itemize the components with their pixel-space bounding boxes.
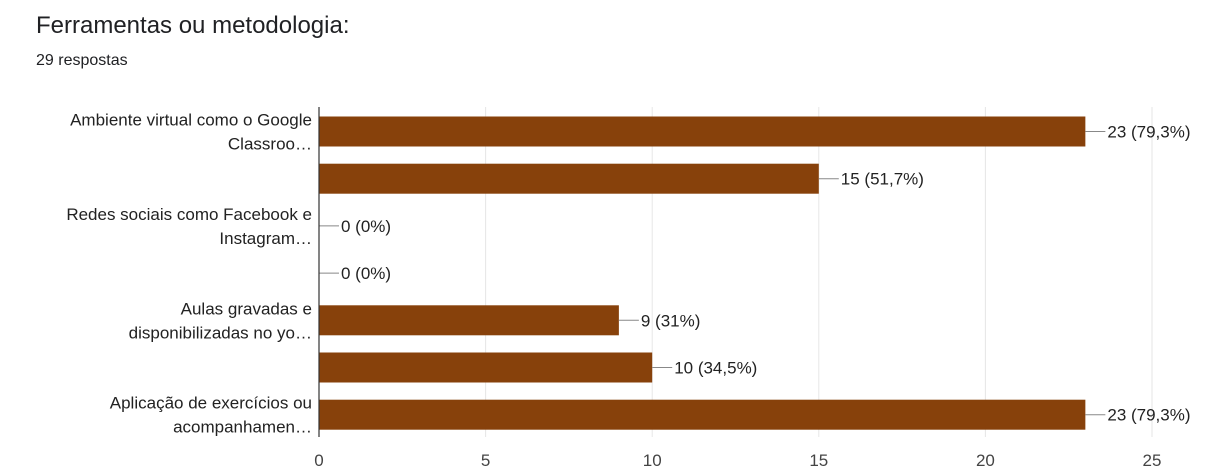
value-label: 23 (79,3%) xyxy=(1107,123,1190,142)
chart-title: Ferramentas ou metodologia: xyxy=(36,12,350,39)
bar xyxy=(319,116,1086,147)
category-label: Instagram… xyxy=(219,229,312,248)
bar xyxy=(319,305,619,336)
value-label: 9 (31%) xyxy=(641,311,701,330)
category-label: Ambiente virtual como o Google xyxy=(70,111,312,130)
x-tick-label: 0 xyxy=(314,451,323,467)
category-label: disponibilizadas no yo… xyxy=(129,323,312,342)
value-label: 10 (34,5%) xyxy=(674,359,757,378)
bar xyxy=(319,399,1086,430)
x-tick-label: 20 xyxy=(976,451,995,467)
category-label: Classroo… xyxy=(228,135,312,154)
response-count: 29 respostas xyxy=(36,52,128,69)
x-tick-label: 25 xyxy=(1143,451,1162,467)
x-tick-label: 5 xyxy=(481,451,490,467)
bar xyxy=(319,163,819,194)
x-tick-label: 10 xyxy=(643,451,662,467)
value-label: 0 (0%) xyxy=(341,217,391,236)
value-label: 15 (51,7%) xyxy=(841,170,924,189)
value-label: 23 (79,3%) xyxy=(1107,406,1190,425)
category-label: Aulas gravadas e xyxy=(181,299,312,318)
value-label: 0 (0%) xyxy=(341,264,391,283)
category-label: acompanhamen… xyxy=(173,418,312,437)
category-label: Aplicação de exercícios ou xyxy=(110,394,312,413)
x-tick-label: 15 xyxy=(809,451,828,467)
bar xyxy=(319,352,653,383)
category-label: Redes sociais como Facebook e xyxy=(66,205,312,224)
